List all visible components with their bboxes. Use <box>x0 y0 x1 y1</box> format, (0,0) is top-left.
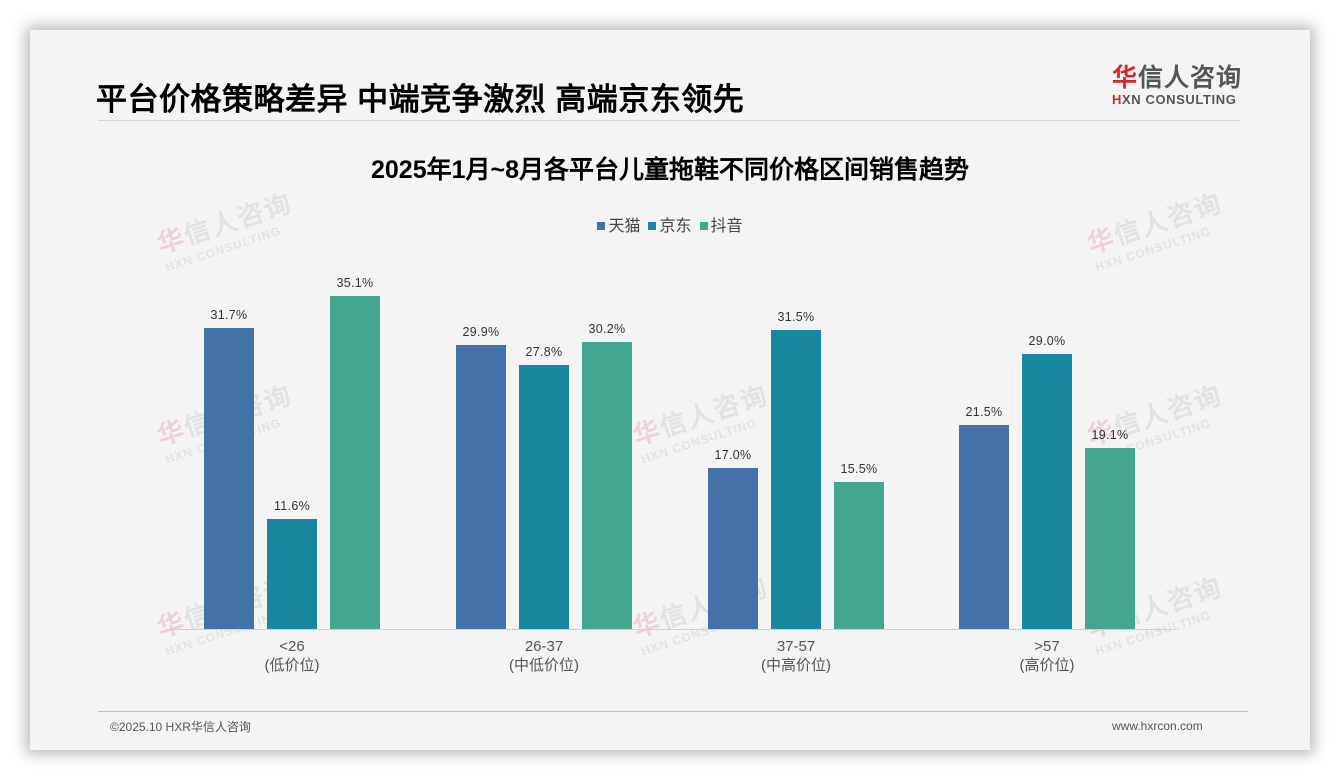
bar <box>1022 354 1072 629</box>
title-divider <box>98 120 1240 121</box>
bar-value-label: 29.9% <box>462 325 500 339</box>
legend-label: 京东 <box>659 218 692 235</box>
bar-value-label: 19.1% <box>1091 428 1129 442</box>
x-axis-category-label: <26 (低价位) <box>264 638 320 674</box>
bar <box>959 425 1009 629</box>
bar <box>456 345 506 629</box>
footer-website: www.hxrcon.com <box>1112 719 1203 733</box>
bar <box>330 296 380 629</box>
bar-value-label: 27.8% <box>525 345 563 359</box>
bar <box>267 519 317 629</box>
bar-chart-plot: 31.7% 11.6% 35.1% <26 (低价位) 29.9% 27.8% 30.2% 26… <box>30 30 1310 750</box>
bar-value-label: 11.6% <box>273 499 310 513</box>
legend-item: 天猫 <box>597 212 640 236</box>
company-logo: 华信人咨询 HXN CONSULTING <box>1112 64 1252 108</box>
legend-swatch-icon <box>699 222 708 230</box>
legend-label: 抖音 <box>710 218 743 235</box>
footer-copyright: ©2025.10 HXR华信人咨询 <box>110 720 251 734</box>
legend-item: 京东 <box>648 212 692 236</box>
x-axis-category-label: >57 (高价位) <box>1019 638 1075 674</box>
bar-value-label: 29.0% <box>1028 334 1066 348</box>
bar-value-label: 30.2% <box>588 322 626 336</box>
legend-swatch-icon <box>597 222 606 230</box>
bar-value-label: 31.7% <box>210 308 248 322</box>
page-title: 平台价格策略差异 中端竞争激烈 高端京东领先 <box>96 82 745 117</box>
bar <box>771 330 821 629</box>
x-axis-line <box>166 629 1174 630</box>
chart-legend: 天猫 京东 抖音 <box>30 212 1310 236</box>
bar <box>204 328 254 629</box>
bar <box>708 468 758 629</box>
slide: 平台价格策略差异 中端竞争激烈 高端京东领先 华信人咨询 HXN CONSULT… <box>30 30 1310 750</box>
bar <box>582 342 632 629</box>
x-axis-category-label: 37-57 (中高价位) <box>761 638 831 674</box>
legend-item: 抖音 <box>699 212 743 236</box>
bar <box>834 482 884 629</box>
bar-value-label: 21.5% <box>965 405 1003 419</box>
bar <box>519 365 569 629</box>
x-axis-category-label: 26-37 (中低价位) <box>509 638 579 674</box>
footer-divider <box>98 711 1248 712</box>
logo-en: HXN CONSULTING <box>1112 92 1237 107</box>
chart-title: 2025年1月~8月各平台儿童拖鞋不同价格区间销售趋势 <box>370 156 970 184</box>
bar-value-label: 35.1% <box>336 276 374 290</box>
legend-swatch-icon <box>648 222 657 230</box>
bar-value-label: 31.5% <box>777 310 815 324</box>
bar <box>1085 448 1135 629</box>
bar-value-label: 17.0% <box>714 448 752 462</box>
logo-cn: 华信人咨询 <box>1112 64 1243 92</box>
bar-value-label: 15.5% <box>840 462 878 476</box>
legend-label: 天猫 <box>608 218 641 235</box>
